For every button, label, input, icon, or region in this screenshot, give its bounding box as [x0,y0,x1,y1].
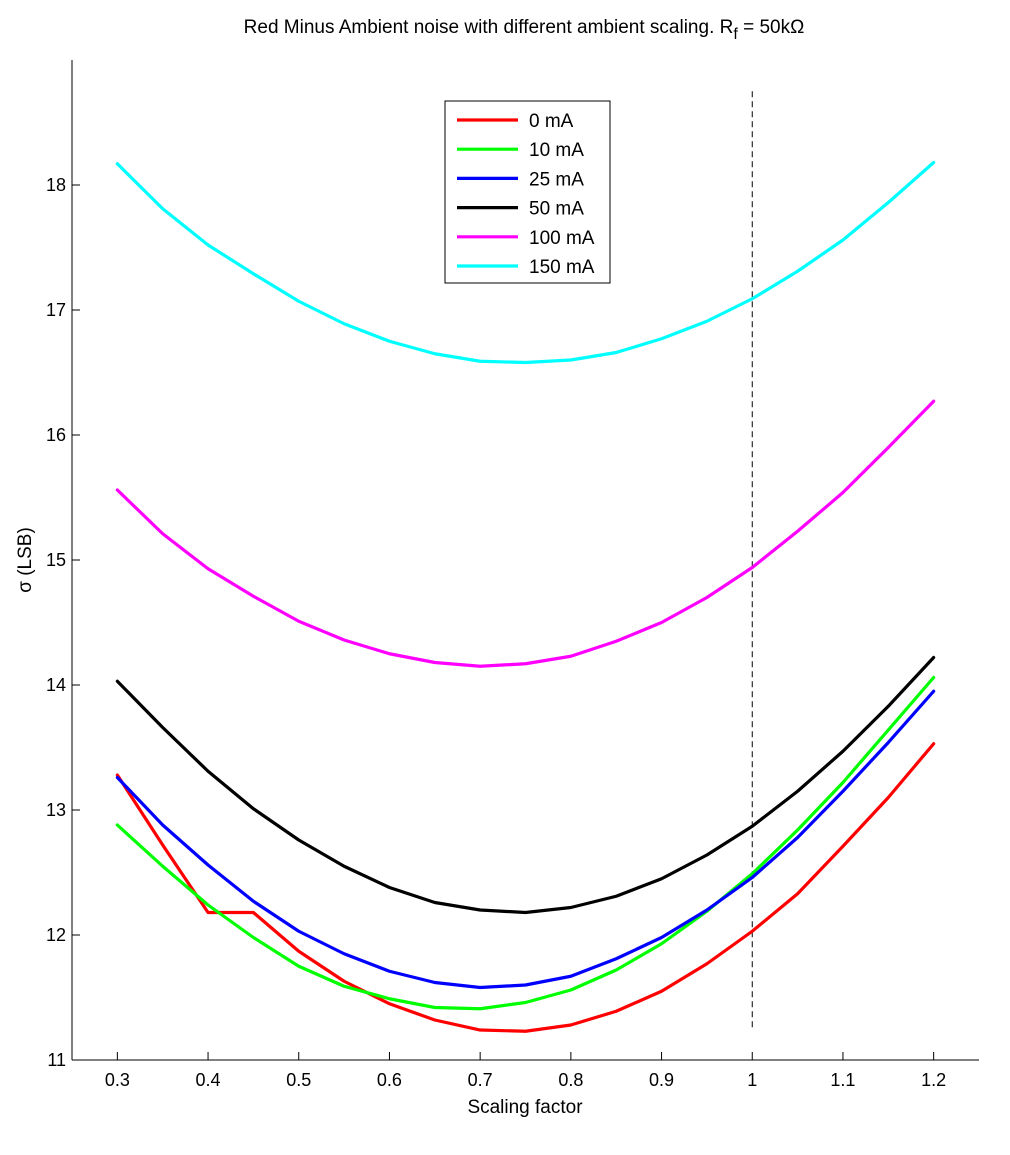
chart-title-suffix: = 50kΩ [738,17,805,38]
y-tick-label: 15 [46,550,66,570]
y-tick-label: 14 [46,675,66,695]
legend-label: 25 mA [529,169,584,190]
legend-label: 150 mA [529,257,595,278]
y-tick-label: 13 [46,800,66,820]
x-tick-label: 0.4 [196,1070,221,1090]
legend-box [444,100,611,284]
x-axis-label: Scaling factor [467,1097,583,1118]
x-tick-label: 0.8 [558,1070,583,1090]
legend-label: 100 mA [529,228,595,249]
x-tick-label: 1.2 [921,1070,946,1090]
y-tick-label: 17 [46,300,66,320]
legend-label: 0 mA [529,111,574,132]
x-tick-label: 1 [747,1070,757,1090]
series-line-50-ma [115,655,936,915]
series-line-25-ma [115,689,936,990]
legend-label: 50 mA [529,199,584,220]
y-tick-label: 16 [46,425,66,445]
y-tick-label: 11 [47,1050,66,1070]
axes: 11 12 13 14 15 16 17 18 0.3 0.4 0.5 0.6 0.7 0.8 0.9 1 1.… [46,60,979,1090]
x-tick-label: 0.9 [649,1070,674,1090]
y-tick-label: 18 [46,175,66,195]
x-tick-label: 0.6 [377,1070,402,1090]
chart-title-main: Red Minus Ambient noise with different a… [244,17,734,38]
series-line-10-ma [115,675,936,1011]
x-tick-label: 1.1 [830,1070,855,1090]
chart-title: Red Minus Ambient noise with different a… [244,17,805,43]
x-tick-label: 0.7 [468,1070,493,1090]
x-tick-label: 0.3 [105,1070,130,1090]
y-axis-label: σ (LSB) [15,527,36,593]
legend-label: 10 mA [529,140,584,161]
series-line-0-ma [115,742,936,1033]
series-line-100-ma [115,399,936,668]
x-tick-label: 0.5 [286,1070,311,1090]
y-tick-label: 12 [46,925,66,945]
series-layer [115,160,936,1033]
legend: 0 mA 10 mA 25 mA 50 mA 100 mA 150 mA [444,100,611,284]
chart-title-subscript: f [733,26,738,43]
series-line-150-ma [115,160,936,365]
